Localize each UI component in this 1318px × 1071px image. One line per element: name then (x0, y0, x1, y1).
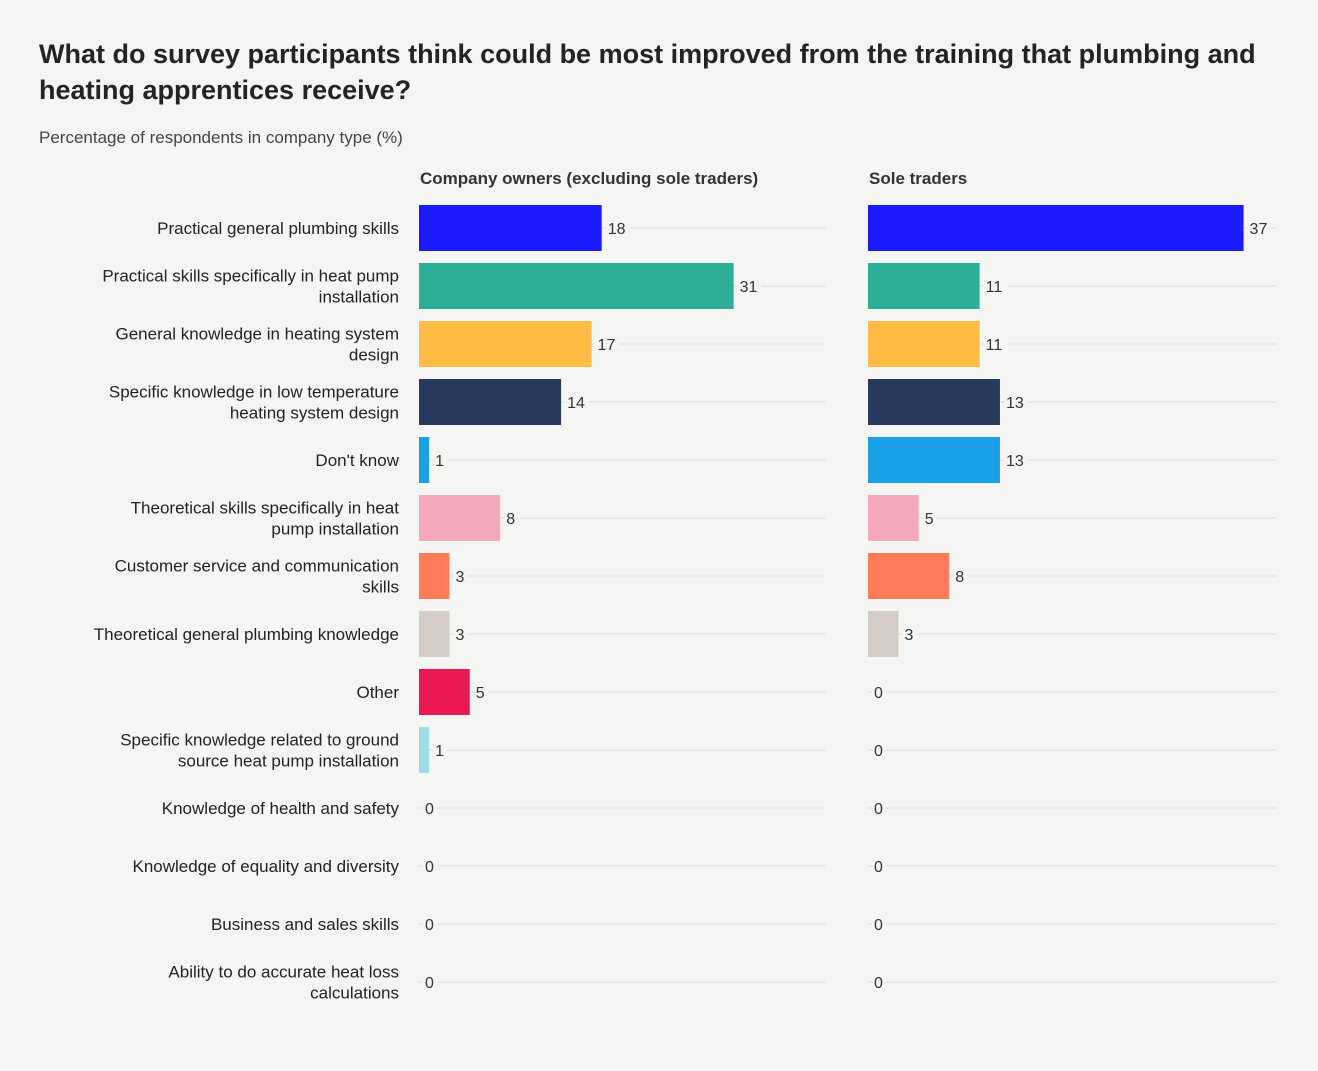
value-label-bg (983, 334, 1008, 354)
panel-header-0: Company owners (excluding sole traders) (420, 169, 758, 188)
value-label-bg (872, 972, 886, 992)
value-label-bg (433, 450, 448, 470)
value-label-bg (595, 334, 620, 354)
value-label-s1-11: 0 (874, 859, 883, 876)
value-label-s1-9: 0 (874, 743, 883, 760)
value-label-s1-0: 37 (1250, 221, 1268, 238)
bar-s0-8 (419, 669, 470, 715)
value-label-bg (453, 566, 468, 586)
value-label-bg (433, 740, 448, 760)
value-label-s1-13: 0 (874, 975, 883, 992)
category-label-6: Customer service and communication skills (115, 557, 399, 597)
value-label-bg (1003, 392, 1028, 412)
value-label-s1-4: 13 (1006, 453, 1024, 470)
chart-subtitle: Percentage of respondents in company typ… (39, 128, 403, 147)
bar-s0-5 (419, 495, 501, 541)
value-label-s0-2: 17 (598, 337, 616, 354)
category-label-8: Other (356, 683, 399, 702)
value-label-s1-6: 8 (955, 569, 964, 586)
value-label-s0-1: 31 (740, 279, 758, 296)
bar-s1-7 (868, 611, 899, 657)
value-label-bg (872, 798, 886, 818)
bar-s1-0 (868, 205, 1244, 251)
bar-s1-3 (868, 379, 1000, 425)
value-label-bg (1003, 450, 1028, 470)
bar-s0-3 (419, 379, 562, 425)
value-label-bg (872, 914, 886, 934)
value-label-bg (605, 218, 630, 238)
chart-title: What do survey participants think could … (39, 39, 1256, 105)
value-label-s1-12: 0 (874, 917, 883, 934)
value-label-bg (902, 624, 917, 644)
category-label-9: Specific knowledge related to ground sour… (120, 731, 399, 771)
bar-s1-5 (868, 495, 919, 541)
value-label-s0-3: 14 (567, 395, 585, 412)
bar-s0-2 (419, 321, 592, 367)
category-label-7: Theoretical general plumbing knowledge (94, 625, 399, 644)
value-label-bg (1247, 218, 1272, 238)
value-label-s0-11: 0 (425, 859, 434, 876)
value-label-s0-7: 3 (455, 627, 464, 644)
value-label-s1-1: 11 (986, 279, 1003, 296)
value-label-s0-4: 1 (435, 453, 444, 470)
category-label-5: Theoretical skills specifically in heat p… (131, 499, 400, 539)
value-label-s0-0: 18 (608, 221, 626, 238)
value-label-bg (453, 624, 468, 644)
value-label-bg (473, 682, 488, 702)
value-label-bg (565, 392, 590, 412)
bar-s1-6 (868, 553, 950, 599)
bar-s0-9 (419, 727, 430, 773)
value-label-bg (872, 740, 886, 760)
category-label-13: Ability to do accurate heat loss calculat… (168, 963, 399, 1003)
value-label-s1-5: 5 (925, 511, 934, 528)
value-label-bg (423, 856, 437, 876)
value-label-s1-8: 0 (874, 685, 883, 702)
value-label-bg (423, 972, 437, 992)
category-label-1: Practical skills specifically in heat pu… (102, 267, 399, 307)
value-label-s0-9: 1 (435, 743, 444, 760)
category-label-3: Specific knowledge in low temperature hea… (109, 383, 399, 423)
value-label-bg (922, 508, 937, 528)
value-label-bg (983, 276, 1008, 296)
value-label-bg (504, 508, 519, 528)
bar-s0-0 (419, 205, 602, 251)
category-label-12: Business and sales skills (211, 915, 399, 934)
panel-header-1: Sole traders (869, 169, 967, 188)
bar-s0-6 (419, 553, 450, 599)
bar-s1-4 (868, 437, 1000, 483)
value-label-s1-7: 3 (904, 627, 913, 644)
category-label-10: Knowledge of health and safety (162, 799, 400, 818)
category-label-4: Don't know (315, 451, 399, 470)
value-label-s0-5: 8 (506, 511, 515, 528)
value-label-s0-13: 0 (425, 975, 434, 992)
bar-s0-1 (419, 263, 734, 309)
category-label-11: Knowledge of equality and diversity (133, 857, 400, 876)
category-label-0: Practical general plumbing skills (157, 219, 399, 238)
bar-s1-1 (868, 263, 980, 309)
bar-s0-4 (419, 437, 430, 483)
value-label-s0-10: 0 (425, 801, 434, 818)
value-label-bg (737, 276, 762, 296)
bar-s1-2 (868, 321, 980, 367)
value-label-bg (872, 856, 886, 876)
value-label-s0-6: 3 (455, 569, 464, 586)
value-label-bg (872, 682, 886, 702)
value-label-s1-3: 13 (1006, 395, 1024, 412)
value-label-s0-8: 5 (476, 685, 485, 702)
value-label-bg (423, 798, 437, 818)
value-label-bg (953, 566, 968, 586)
value-label-s1-2: 11 (986, 337, 1003, 354)
value-label-s1-10: 0 (874, 801, 883, 818)
bar-s0-7 (419, 611, 450, 657)
category-label-2: General knowledge in heating system desig… (116, 325, 400, 365)
value-label-bg (423, 914, 437, 934)
value-label-s0-12: 0 (425, 917, 434, 934)
